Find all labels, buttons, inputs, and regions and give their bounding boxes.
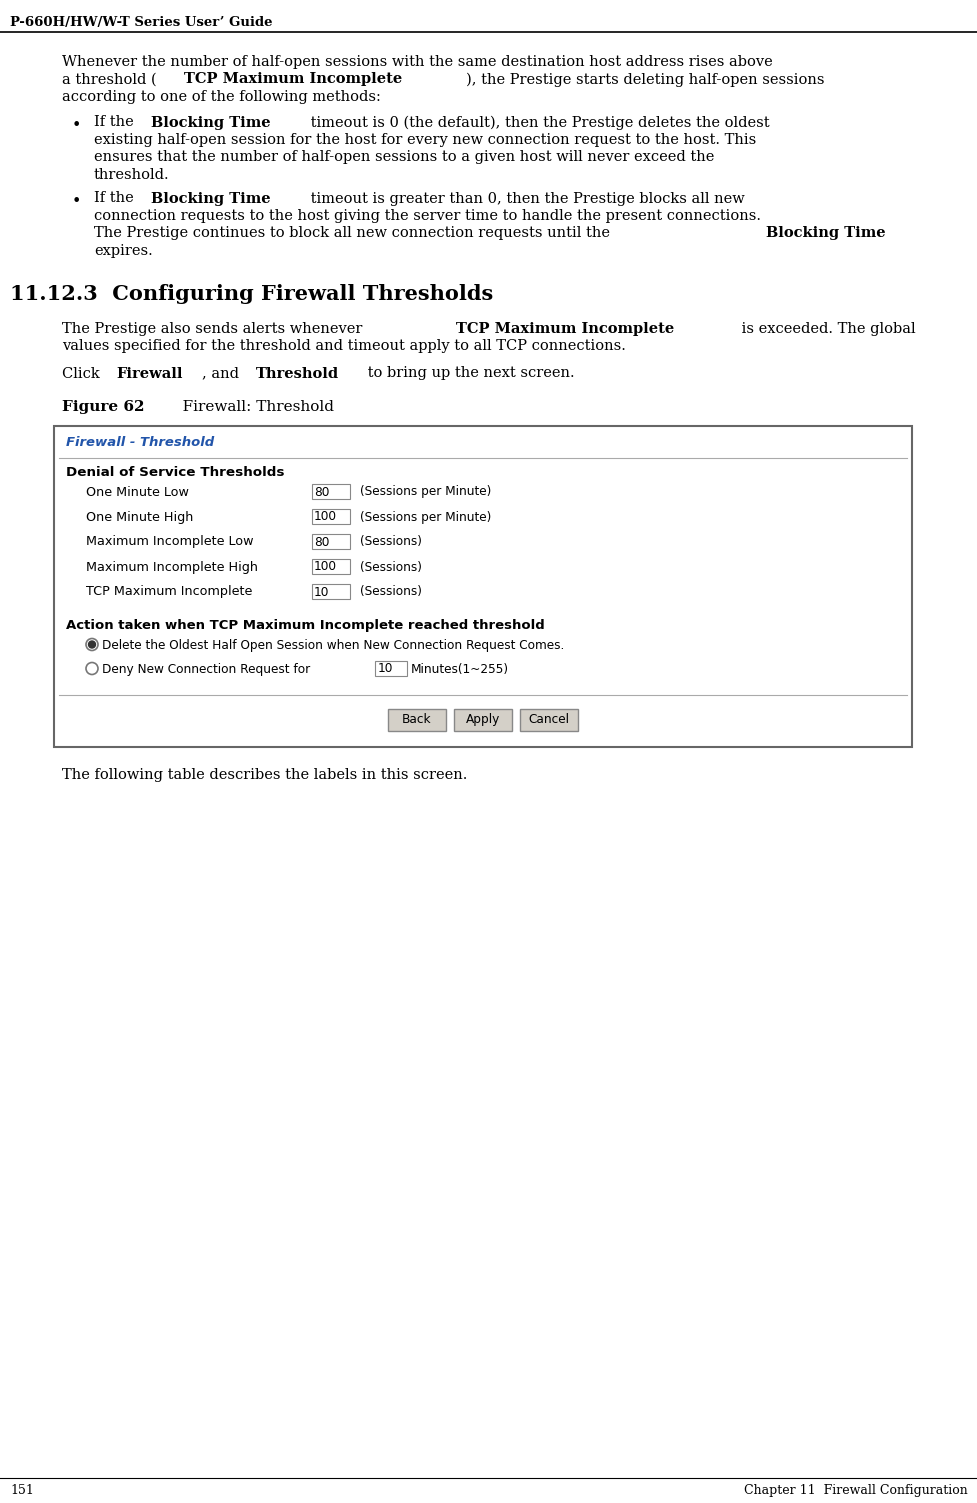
Text: TCP Maximum Incomplete: TCP Maximum Incomplete (86, 586, 252, 598)
Text: timeout is greater than 0, then the Prestige blocks all new: timeout is greater than 0, then the Pres… (305, 191, 743, 206)
Text: Whenever the number of half-open sessions with the same destination host address: Whenever the number of half-open session… (62, 56, 772, 69)
Circle shape (88, 640, 96, 648)
Text: One Minute Low: One Minute Low (86, 485, 189, 499)
Text: connection requests to the host giving the server time to handle the present con: connection requests to the host giving t… (94, 209, 760, 222)
Text: Click: Click (62, 367, 105, 380)
Text: If the: If the (94, 116, 138, 129)
Bar (312, 534, 350, 549)
Bar (312, 508, 350, 523)
Text: ensures that the number of half-open sessions to a given host will never exceed : ensures that the number of half-open ses… (94, 150, 713, 164)
Text: P-660H/HW/W-T Series User’ Guide: P-660H/HW/W-T Series User’ Guide (10, 17, 273, 29)
Text: Apply: Apply (465, 712, 499, 726)
Bar (54, 425, 912, 747)
Bar (312, 484, 350, 499)
Text: Maximum Incomplete Low: Maximum Incomplete Low (86, 535, 253, 549)
Text: •: • (72, 192, 81, 209)
Text: (Sessions): (Sessions) (360, 561, 421, 574)
Bar (453, 708, 512, 730)
Text: threshold.: threshold. (94, 168, 169, 182)
Text: 100: 100 (314, 511, 337, 523)
Bar (312, 583, 350, 598)
Text: One Minute High: One Minute High (86, 511, 193, 523)
Text: Blocking Time: Blocking Time (765, 227, 884, 240)
Text: values specified for the threshold and timeout apply to all TCP connections.: values specified for the threshold and t… (62, 340, 625, 353)
Text: 100: 100 (314, 561, 337, 574)
Text: 80: 80 (314, 535, 329, 549)
Bar (520, 708, 577, 730)
Text: Deny New Connection Request for: Deny New Connection Request for (102, 663, 310, 675)
Text: Threshold: Threshold (256, 367, 339, 380)
Text: (Sessions per Minute): (Sessions per Minute) (360, 485, 490, 499)
Text: (Sessions): (Sessions) (360, 586, 421, 598)
Text: Minutes(1~255): Minutes(1~255) (410, 663, 508, 675)
Text: to bring up the next screen.: to bring up the next screen. (363, 367, 574, 380)
Text: Denial of Service Thresholds: Denial of Service Thresholds (65, 466, 284, 478)
Text: Firewall - Threshold: Firewall - Threshold (65, 436, 214, 448)
Text: Action taken when TCP Maximum Incomplete reached threshold: Action taken when TCP Maximum Incomplete… (65, 619, 544, 631)
Text: Chapter 11  Firewall Configuration: Chapter 11 Firewall Configuration (743, 1483, 967, 1497)
Text: (Sessions): (Sessions) (360, 535, 421, 549)
Text: existing half-open session for the host for every new connection request to the : existing half-open session for the host … (94, 132, 755, 147)
Bar (374, 660, 406, 675)
Text: 11.12.3  Configuring Firewall Thresholds: 11.12.3 Configuring Firewall Thresholds (10, 284, 492, 304)
Text: Figure 62: Figure 62 (62, 400, 145, 413)
Text: The following table describes the labels in this screen.: The following table describes the labels… (62, 768, 467, 783)
Text: TCP Maximum Incomplete: TCP Maximum Incomplete (184, 72, 402, 87)
Text: a threshold (: a threshold ( (62, 72, 156, 87)
Text: TCP Maximum Incomplete: TCP Maximum Incomplete (455, 322, 673, 335)
Text: 10: 10 (377, 663, 393, 675)
Text: 151: 151 (10, 1483, 34, 1497)
Text: (Sessions per Minute): (Sessions per Minute) (360, 511, 490, 523)
Text: ), the Prestige starts deleting half-open sessions: ), the Prestige starts deleting half-ope… (465, 72, 824, 87)
Bar (388, 708, 446, 730)
Text: Blocking Time: Blocking Time (151, 191, 271, 206)
Text: 80: 80 (314, 485, 329, 499)
Text: The Prestige also sends alerts whenever: The Prestige also sends alerts whenever (62, 322, 366, 335)
Text: expires.: expires. (94, 243, 152, 259)
Text: •: • (72, 117, 81, 134)
Text: If the: If the (94, 191, 138, 206)
Text: The Prestige continues to block all new connection requests until the: The Prestige continues to block all new … (94, 227, 614, 240)
Text: Firewall: Firewall (116, 367, 183, 380)
Text: Cancel: Cancel (528, 712, 569, 726)
Text: , and: , and (202, 367, 244, 380)
Text: is exceeded. The global: is exceeded. The global (737, 322, 914, 335)
Text: Firewall: Threshold: Firewall: Threshold (168, 400, 334, 413)
Text: according to one of the following methods:: according to one of the following method… (62, 90, 380, 104)
Text: timeout is 0 (the default), then the Prestige deletes the oldest: timeout is 0 (the default), then the Pre… (305, 116, 769, 129)
Bar (312, 559, 350, 574)
Text: Back: Back (402, 712, 432, 726)
Text: Delete the Oldest Half Open Session when New Connection Request Comes.: Delete the Oldest Half Open Session when… (102, 639, 564, 651)
Text: 10: 10 (314, 586, 329, 598)
Text: Maximum Incomplete High: Maximum Incomplete High (86, 561, 258, 574)
Text: Blocking Time: Blocking Time (151, 116, 271, 129)
